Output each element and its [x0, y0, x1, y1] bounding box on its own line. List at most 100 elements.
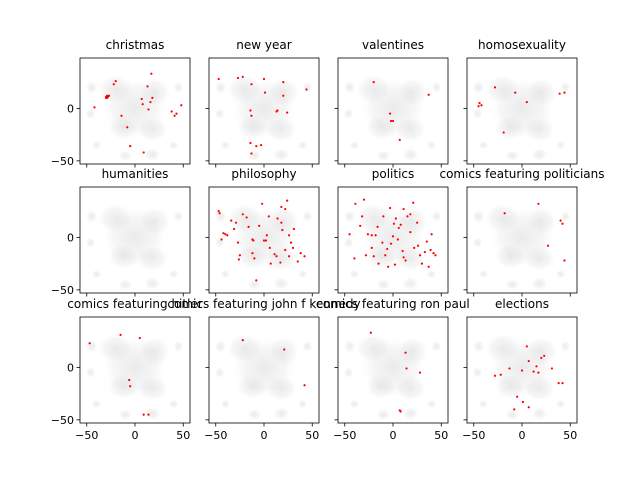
data-point	[429, 248, 432, 252]
cloud-blob	[376, 279, 391, 290]
x-tick-label: −50	[75, 429, 98, 442]
cloud-blob	[85, 340, 98, 353]
background-cloud	[85, 74, 184, 161]
y-tick-label: −50	[51, 155, 74, 168]
data-point	[287, 255, 291, 258]
cloud-blob	[478, 140, 489, 150]
cloud-blob	[560, 341, 571, 352]
cloud-blob	[472, 210, 485, 223]
cloud-blob	[531, 277, 548, 290]
background-cloud	[85, 333, 184, 420]
data-point	[275, 255, 278, 258]
data-point	[296, 260, 299, 263]
cloud-blob	[168, 399, 179, 409]
data-point	[480, 104, 483, 107]
cloud-blob	[118, 150, 133, 161]
data-point	[140, 97, 143, 101]
subplot-2: new year	[205, 38, 320, 168]
data-point	[558, 92, 561, 95]
data-point	[264, 239, 268, 242]
cloud-blob	[220, 140, 231, 150]
cloud-blob	[85, 108, 96, 119]
cloud-blob	[356, 203, 392, 234]
data-point	[348, 233, 351, 236]
cloud-blob	[376, 409, 391, 420]
cloud-blob	[472, 108, 483, 119]
cloud-blob	[472, 81, 485, 94]
data-point	[273, 253, 276, 256]
data-point	[282, 94, 285, 97]
data-point	[180, 104, 183, 107]
data-point	[404, 351, 407, 354]
subplot-10: comics featuring john f kennedy −50 0 50	[167, 297, 360, 442]
x-tick-label: 0	[132, 429, 139, 442]
cloud-blob	[236, 373, 268, 399]
cloud-blob	[118, 409, 133, 420]
data-point	[503, 212, 506, 215]
cloud-blob	[138, 77, 170, 108]
data-point	[112, 83, 115, 86]
cloud-blob	[343, 340, 356, 353]
x-tick-label: 0	[390, 429, 397, 442]
subplot-7: politics	[334, 167, 449, 297]
subplot-6: philosophy	[205, 167, 320, 297]
data-point	[527, 359, 530, 363]
cloud-blob	[396, 77, 428, 108]
cloud-blob	[356, 74, 392, 105]
cloud-blob	[136, 245, 168, 271]
data-point	[299, 252, 302, 255]
data-point	[432, 252, 435, 255]
data-point	[280, 205, 283, 209]
data-point	[402, 207, 405, 211]
data-point	[416, 221, 419, 224]
cloud-blob	[247, 150, 262, 161]
cloud-blob	[107, 114, 139, 140]
cloud-blob	[525, 336, 557, 367]
cloud-blob	[173, 211, 184, 222]
cloud-blob	[494, 373, 526, 399]
cloud-blob	[365, 243, 397, 269]
cloud-blob	[365, 373, 397, 399]
cloud-blob	[343, 210, 356, 223]
cloud-blob	[297, 399, 308, 409]
data-point	[275, 110, 278, 113]
y-tick-label: 0	[67, 231, 74, 244]
data-point	[359, 224, 362, 227]
data-point	[268, 246, 271, 249]
data-point	[147, 108, 150, 111]
cloud-blob	[265, 245, 297, 271]
data-point	[286, 111, 289, 114]
data-point	[409, 213, 412, 216]
cloud-blob	[555, 399, 566, 409]
cloud-blob	[365, 114, 397, 140]
cloud-blob	[168, 269, 179, 279]
data-point	[427, 265, 430, 268]
cloud-blob	[118, 279, 133, 290]
data-point	[217, 77, 220, 81]
background-cloud	[343, 333, 442, 420]
cloud-blob	[426, 399, 437, 409]
cloud-blob	[485, 74, 521, 105]
cloud-blob	[431, 341, 442, 352]
cloud-blob	[85, 367, 96, 378]
cloud-blob	[523, 375, 555, 401]
data-point	[557, 382, 560, 385]
cloud-blob	[394, 375, 426, 401]
cloud-blob	[343, 237, 354, 248]
data-point	[255, 145, 258, 148]
subplot-4: homosexuality	[463, 38, 578, 168]
data-point	[151, 96, 154, 99]
data-point	[364, 254, 368, 257]
cloud-blob	[214, 340, 227, 353]
data-point	[147, 413, 150, 416]
cloud-blob	[214, 108, 225, 119]
y-tick-label: −50	[51, 284, 74, 297]
subplot-title: humanities	[102, 167, 169, 181]
data-point	[382, 215, 385, 218]
background-cloud	[472, 203, 571, 290]
cloud-blob	[267, 336, 299, 367]
cloud-blob	[505, 279, 520, 290]
cloud-blob	[236, 114, 268, 140]
data-point	[260, 202, 264, 205]
